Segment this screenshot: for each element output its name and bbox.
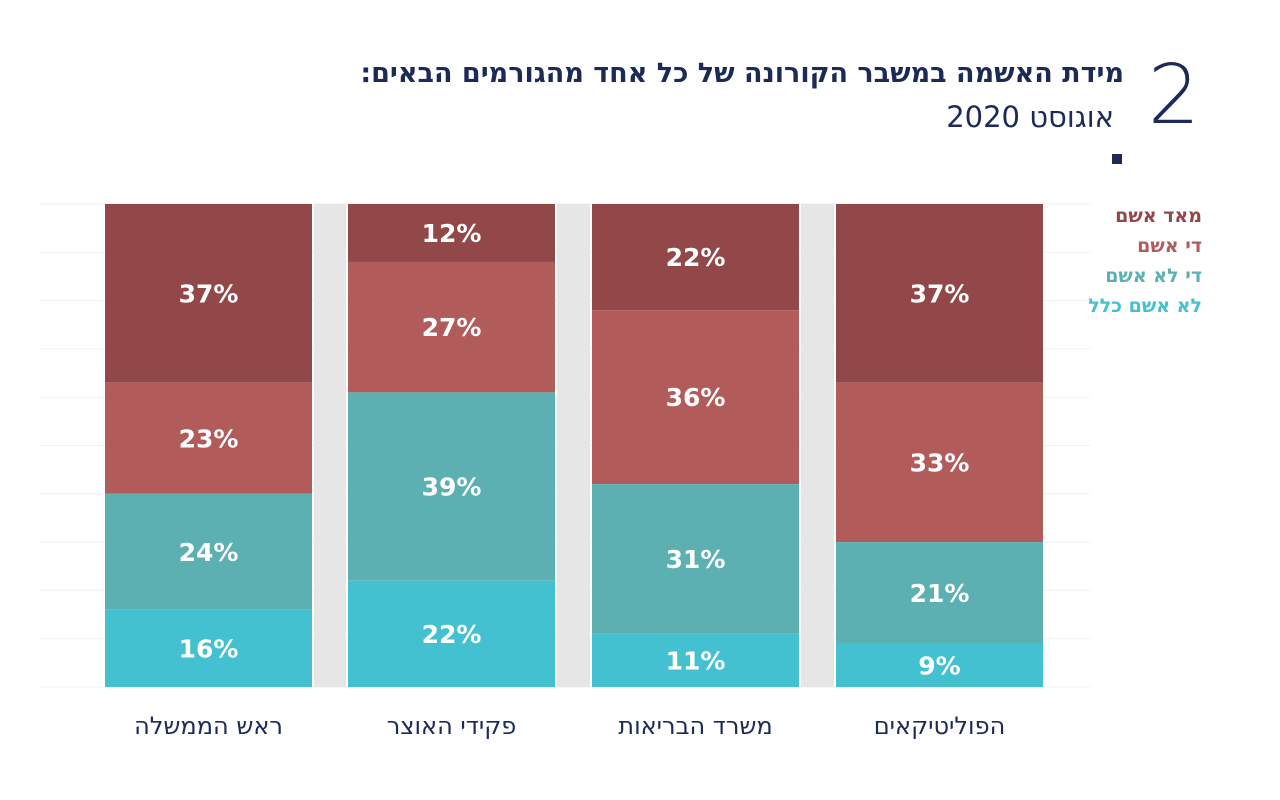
data-label: 31% <box>666 545 726 574</box>
chart-subtitle: אוגוסט 2020 <box>946 100 1114 134</box>
bar-segment-not-guilty <box>348 580 555 687</box>
bar-segment-not-so-guilty <box>592 484 799 634</box>
data-label: 22% <box>666 243 726 272</box>
bar-gutter <box>557 204 590 687</box>
bar-segment-somewhat-guilty <box>836 382 1043 543</box>
bar-segment-not-guilty <box>836 643 1043 687</box>
bar-segment-not-guilty <box>105 609 312 687</box>
bar-segment-somewhat-guilty <box>105 382 312 494</box>
data-label: 9% <box>918 651 960 680</box>
legend-item-very-guilty: מאד אשם <box>1115 205 1202 227</box>
bar-gutter <box>314 204 346 687</box>
category-label: משרד הבריאות <box>618 712 772 740</box>
category-label: הפוליטיקאים <box>874 712 1006 740</box>
chart-title: מידת האשמה במשבר הקורונה של כל אחד מהגור… <box>360 58 1124 89</box>
category-label: ראש הממשלה <box>134 712 283 740</box>
bar-segment-not-guilty <box>592 633 799 687</box>
data-label: 16% <box>179 634 239 663</box>
data-label: 23% <box>179 424 239 453</box>
bar-segment-not-so-guilty <box>105 493 312 610</box>
data-label: 12% <box>422 219 482 248</box>
bar-segment-not-so-guilty <box>348 392 555 581</box>
data-label: 11% <box>666 646 726 675</box>
data-label: 22% <box>422 620 482 649</box>
bar-segment-very-guilty <box>592 204 799 311</box>
legend-item-not-so-guilty: די לא אשם <box>1105 265 1202 287</box>
data-label: 33% <box>910 448 970 477</box>
chart-number: 2 <box>1147 48 1200 143</box>
bar-segment-somewhat-guilty <box>348 261 555 393</box>
bar-gutter <box>801 204 834 687</box>
legend-item-somewhat-guilty: די אשם <box>1137 235 1202 257</box>
bar-segment-very-guilty <box>348 204 555 262</box>
bar-segment-very-guilty <box>836 204 1043 383</box>
data-label: 39% <box>422 473 482 502</box>
data-label: 24% <box>179 538 239 567</box>
bar-segment-not-so-guilty <box>836 542 1043 644</box>
data-label: 37% <box>910 279 970 308</box>
data-label: 36% <box>666 383 726 412</box>
data-label: 21% <box>910 579 970 608</box>
category-label: פקידי האוצר <box>387 712 517 740</box>
chart-legend: מאד אשם די אשם די לא אשם לא אשם כלל <box>1088 204 1202 324</box>
chart-number-dot <box>1112 154 1122 164</box>
legend-item-not-guilty: לא אשם כלל <box>1088 295 1202 317</box>
data-label: 37% <box>179 279 239 308</box>
bar-segment-very-guilty <box>105 204 312 383</box>
bar-segment-somewhat-guilty <box>592 310 799 485</box>
data-label: 27% <box>422 313 482 342</box>
